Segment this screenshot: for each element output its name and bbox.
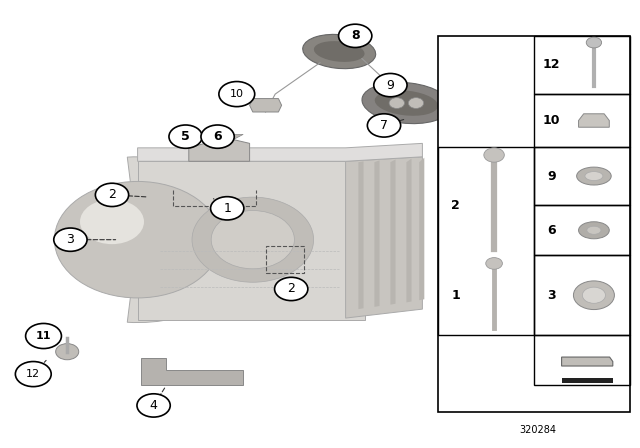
Circle shape <box>54 228 87 251</box>
Ellipse shape <box>579 222 609 239</box>
Polygon shape <box>218 134 243 141</box>
Text: 10: 10 <box>230 89 244 99</box>
Text: 3: 3 <box>547 289 556 302</box>
Ellipse shape <box>585 172 603 181</box>
Circle shape <box>367 114 401 137</box>
FancyBboxPatch shape <box>438 36 630 412</box>
Text: 12: 12 <box>543 58 561 72</box>
Text: 7: 7 <box>380 119 388 132</box>
Polygon shape <box>419 158 424 300</box>
Text: 5: 5 <box>181 130 190 143</box>
Ellipse shape <box>303 34 376 69</box>
Text: 1: 1 <box>223 202 231 215</box>
Ellipse shape <box>587 226 601 234</box>
Circle shape <box>192 197 314 282</box>
Polygon shape <box>374 160 380 307</box>
Ellipse shape <box>577 167 611 185</box>
Circle shape <box>80 199 144 244</box>
Text: 6: 6 <box>547 224 556 237</box>
Circle shape <box>211 197 244 220</box>
Text: 320284: 320284 <box>519 425 556 435</box>
Circle shape <box>201 125 234 148</box>
Text: 6: 6 <box>213 130 222 143</box>
Polygon shape <box>141 358 243 385</box>
Text: 2: 2 <box>451 198 460 212</box>
Polygon shape <box>250 99 282 112</box>
Text: 4: 4 <box>150 399 157 412</box>
Circle shape <box>374 73 407 97</box>
Text: 9: 9 <box>387 78 394 92</box>
Polygon shape <box>138 161 365 320</box>
Circle shape <box>169 125 202 148</box>
FancyBboxPatch shape <box>562 378 613 383</box>
Polygon shape <box>562 357 613 366</box>
Text: 2: 2 <box>108 188 116 202</box>
Text: 2: 2 <box>287 282 295 296</box>
Circle shape <box>54 181 221 298</box>
Circle shape <box>486 258 502 269</box>
Circle shape <box>339 24 372 47</box>
Circle shape <box>408 98 424 108</box>
Polygon shape <box>579 114 609 127</box>
Circle shape <box>15 362 51 387</box>
Circle shape <box>95 183 129 207</box>
Polygon shape <box>346 157 422 318</box>
Polygon shape <box>406 159 412 302</box>
Wedge shape <box>127 157 256 323</box>
Text: 12: 12 <box>26 369 40 379</box>
Text: 9: 9 <box>547 169 556 183</box>
Circle shape <box>275 277 308 301</box>
Text: 11: 11 <box>36 331 51 341</box>
Circle shape <box>137 394 170 417</box>
Circle shape <box>582 287 605 303</box>
Circle shape <box>573 281 614 310</box>
Text: 8: 8 <box>351 29 360 43</box>
Polygon shape <box>138 143 422 161</box>
Circle shape <box>389 98 404 108</box>
Text: 3: 3 <box>67 233 74 246</box>
Circle shape <box>484 148 504 162</box>
Polygon shape <box>358 161 364 309</box>
Polygon shape <box>390 159 396 305</box>
Circle shape <box>211 211 294 269</box>
Ellipse shape <box>362 82 451 124</box>
Circle shape <box>26 323 61 349</box>
Polygon shape <box>189 139 250 161</box>
Circle shape <box>56 344 79 360</box>
Ellipse shape <box>375 90 438 116</box>
Circle shape <box>586 37 602 48</box>
Text: 1: 1 <box>451 289 460 302</box>
Ellipse shape <box>314 41 365 62</box>
Text: 10: 10 <box>543 114 561 127</box>
Circle shape <box>219 82 255 107</box>
